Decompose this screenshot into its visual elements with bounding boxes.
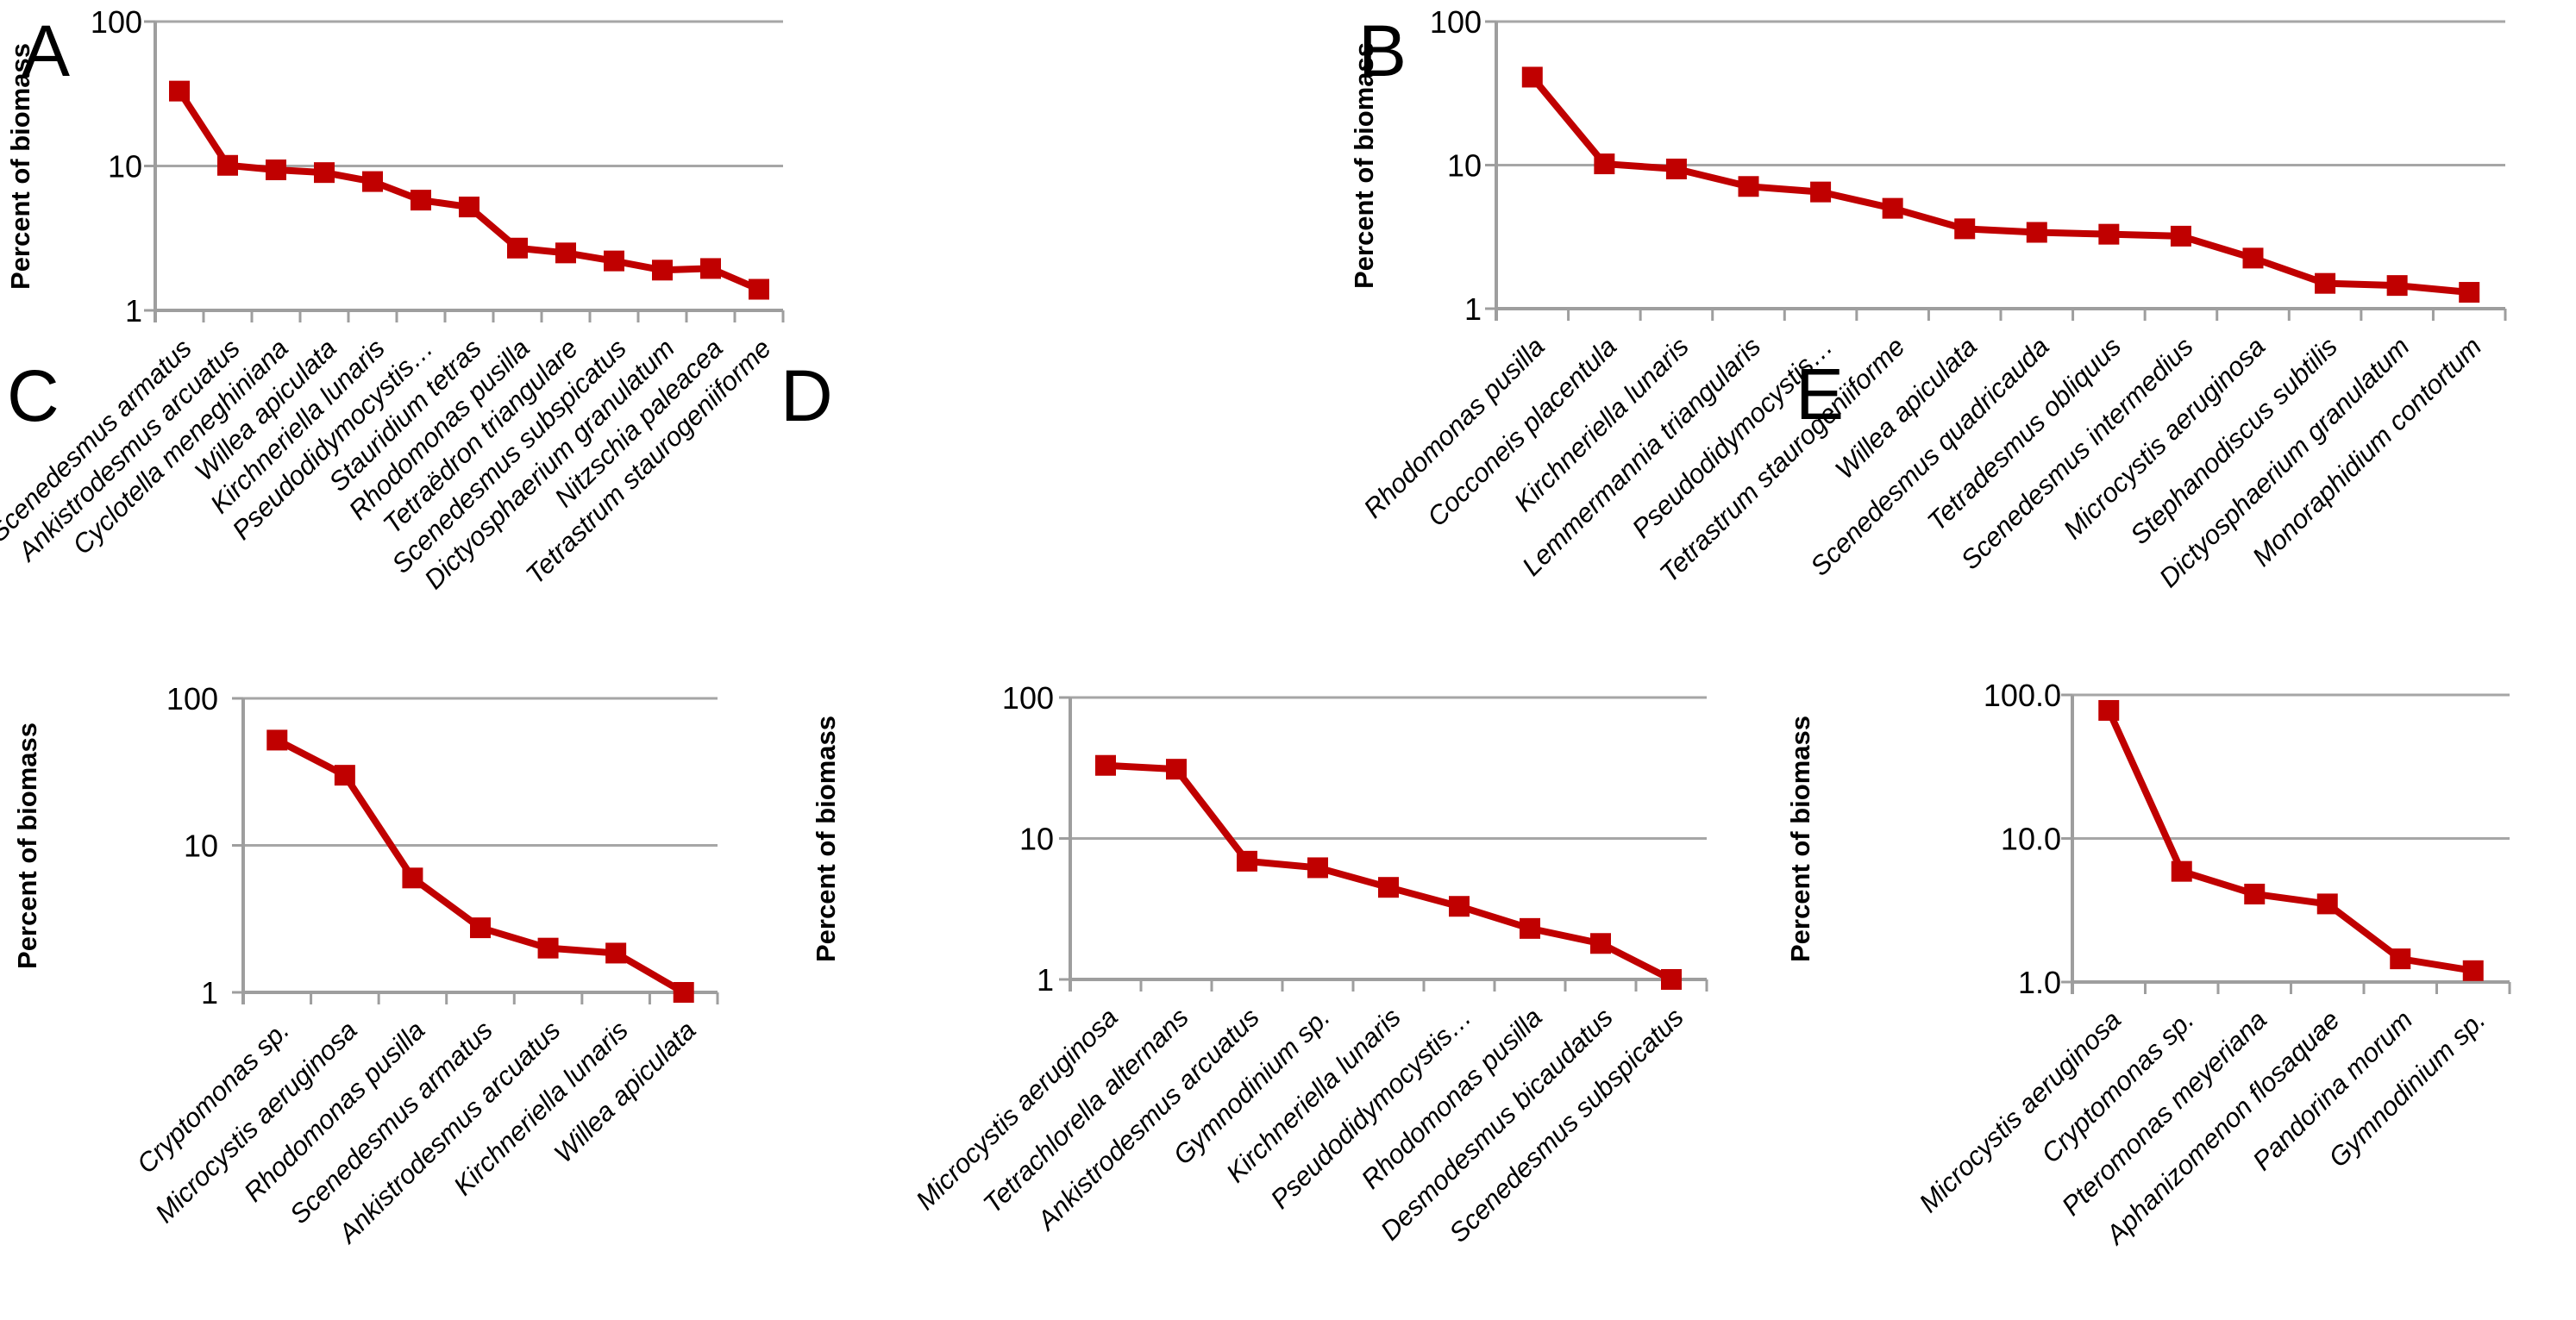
y-axis-label: Percent of biomass (811, 716, 841, 962)
y-tick-label: 1 (1037, 962, 1054, 998)
data-point-marker (362, 171, 383, 192)
data-point-marker (1954, 218, 1976, 240)
data-point-marker (507, 237, 528, 259)
data-point-marker (605, 942, 627, 964)
data-point-marker (652, 260, 673, 281)
y-tick-label: 1.0 (2018, 965, 2061, 1000)
data-point-marker (673, 982, 694, 1003)
data-point-marker (1449, 896, 1470, 917)
y-tick-label: 10 (1019, 822, 1054, 857)
y-tick-label: 1 (201, 975, 218, 1010)
data-point-marker (1378, 877, 1399, 898)
data-point-marker (266, 729, 288, 751)
data-point-marker (2315, 272, 2336, 294)
data-point-marker (700, 258, 721, 279)
y-tick-label: 100 (166, 681, 218, 716)
y-tick-label: 100 (1002, 680, 1054, 716)
data-point-marker (266, 160, 286, 181)
y-tick-label: 100.0 (1984, 678, 2061, 713)
data-point-marker (1521, 66, 1543, 88)
y-axis-label: Percent of biomass (5, 43, 35, 290)
data-point-marker (2098, 223, 2120, 245)
data-point-marker (604, 250, 624, 272)
data-point-marker (459, 197, 479, 218)
data-point-marker (217, 154, 238, 176)
data-point-marker (1738, 176, 1759, 197)
data-point-marker (1237, 850, 1257, 872)
data-point-marker (2170, 225, 2191, 247)
data-point-marker (2244, 883, 2266, 904)
data-point-marker (1665, 158, 1687, 179)
data-point-marker (1520, 917, 1540, 939)
panel-letter: A (22, 10, 70, 91)
data-point-marker (169, 80, 190, 102)
data-point-marker (2316, 893, 2338, 915)
y-tick-label: 10.0 (2001, 822, 2061, 857)
data-point-marker (2098, 699, 2120, 721)
data-point-marker (1166, 759, 1187, 780)
y-tick-label: 1 (1464, 291, 1482, 327)
data-point-marker (1307, 857, 1328, 879)
data-point-marker (1810, 181, 1832, 203)
y-tick-label: 10 (184, 829, 218, 864)
data-point-marker (402, 867, 423, 889)
data-point-marker (2026, 222, 2047, 243)
y-tick-label: 100 (91, 4, 142, 40)
data-point-marker (1882, 197, 1903, 219)
panel-letter: C (7, 355, 60, 436)
data-point-marker (2242, 247, 2264, 269)
data-point-marker (470, 917, 491, 939)
y-tick-label: 100 (1430, 4, 1482, 40)
y-axis-label: Percent of biomass (1785, 716, 1815, 962)
data-point-marker (411, 190, 431, 211)
series-line (1529, 74, 2470, 297)
series-line (2105, 709, 2474, 974)
series-line (1105, 761, 1673, 983)
y-tick-label: 10 (108, 149, 142, 185)
data-point-marker (2171, 860, 2192, 882)
data-point-marker (1594, 153, 1615, 175)
data-point-marker (334, 765, 355, 786)
data-point-marker (537, 937, 559, 959)
data-point-marker (749, 278, 769, 300)
series-line (176, 89, 761, 293)
y-tick-label: 1 (125, 293, 142, 328)
data-point-marker (1590, 933, 1611, 954)
data-point-marker (555, 242, 576, 264)
data-point-marker (2462, 960, 2484, 981)
data-point-marker (2386, 275, 2408, 297)
data-point-marker (1661, 969, 1682, 990)
y-tick-label: 10 (1447, 148, 1482, 184)
data-point-marker (2390, 948, 2411, 970)
data-point-marker (1095, 754, 1116, 776)
y-axis-label: Percent of biomass (1349, 42, 1379, 289)
panel-letter: D (780, 355, 833, 436)
y-axis-label: Percent of biomass (12, 723, 42, 969)
data-point-marker (2459, 282, 2480, 303)
panel-letter: E (1796, 353, 1844, 435)
panel-letter: B (1358, 10, 1407, 91)
data-point-marker (314, 162, 335, 184)
